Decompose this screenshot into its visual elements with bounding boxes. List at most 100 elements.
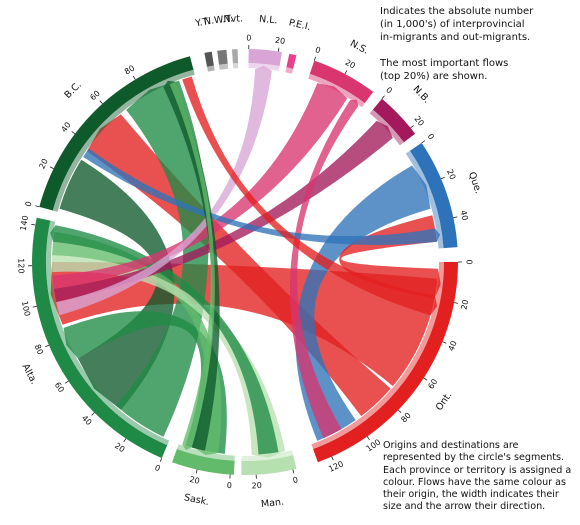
tick-mark-alta-7 — [31, 223, 36, 226]
flow-bc-to-sask — [163, 80, 220, 451]
tick-label-bc-4: 80 — [123, 64, 136, 77]
region-arc-yt — [204, 51, 214, 67]
tick-mark-que-0 — [421, 140, 426, 144]
tick-label-alta-5: 100 — [20, 300, 32, 317]
tick-label-nb-0: 0 — [384, 85, 394, 95]
region-band-nwt — [219, 63, 229, 70]
tick-mark-nb-1 — [410, 125, 414, 129]
region-label-que: Que. — [466, 171, 484, 196]
tick-label-bc-3: 60 — [88, 89, 102, 103]
tick-mark-alta-3 — [64, 380, 69, 384]
tick-label-nb-1: 20 — [412, 114, 425, 128]
tick-label-sask-0: 20 — [189, 475, 201, 486]
tick-mark-ont-2 — [442, 341, 447, 344]
region-band-yt — [207, 65, 215, 72]
region-band-ns — [308, 73, 365, 108]
tick-mark-sask-0 — [195, 469, 198, 474]
tick-label-sask-1: 0 — [227, 481, 233, 490]
tick-mark-alta-5 — [32, 305, 37, 308]
region-label-alta: Alta. — [20, 362, 40, 386]
region-label-man: Man. — [260, 497, 284, 511]
tick-mark-que-2 — [453, 216, 458, 219]
flow-nb-to-alta — [53, 120, 393, 303]
region-band-nvt — [232, 63, 239, 69]
region-band-pei — [285, 67, 294, 74]
tick-label-que-2: 40 — [459, 209, 470, 221]
tick-mark-ns-0 — [313, 56, 316, 61]
arcs-layer — [27, 44, 462, 479]
tick-mark-bc-4 — [132, 75, 136, 80]
tick-label-man-0: 20 — [251, 481, 262, 491]
tick-label-nl-1: 20 — [274, 36, 285, 46]
tick-mark-que-1 — [440, 176, 445, 180]
legend-note-top: Indicates the absolute number (in 1,000'… — [380, 5, 575, 83]
tick-mark-bc-0 — [35, 205, 40, 208]
flows-layer — [50, 65, 441, 458]
tick-label-alta-3: 60 — [53, 381, 66, 394]
region-arc-nwt — [217, 49, 228, 65]
flow-alta-to-ont — [50, 262, 438, 387]
tick-mark-bc-3 — [99, 100, 103, 104]
note-top-line-3: in-migrants and out-migrants. — [380, 32, 531, 43]
note-top-line-2: (in 1,000's) of interprovincial — [380, 19, 525, 30]
legend-note-bottom: Origins and destinations are represented… — [383, 440, 572, 513]
region-arc-pei — [286, 53, 297, 69]
tick-label-alta-0: 0 — [153, 463, 161, 473]
tick-label-ont-2: 40 — [447, 339, 459, 352]
flow-alta-to-man — [50, 225, 279, 455]
region-arc-nvt — [232, 49, 239, 64]
flow-bc-to-alta — [59, 159, 175, 410]
tick-label-bc-2: 40 — [59, 120, 72, 134]
region-label-ns: N.S. — [348, 38, 370, 57]
tick-label-bc-1: 20 — [37, 157, 50, 170]
region-label-nwt: N.W.T. — [203, 13, 233, 27]
region-label-sask: Sask. — [183, 492, 210, 508]
tick-mark-ont-4 — [397, 409, 402, 413]
region-arc-ont — [313, 262, 458, 463]
tick-label-alta-4: 80 — [33, 343, 45, 356]
region-arc-bc — [39, 56, 194, 211]
region-band-alta — [45, 220, 170, 446]
tick-label-ont-1: 20 — [460, 299, 471, 311]
region-arc-man — [241, 455, 297, 476]
flow-nl-to-alta — [56, 65, 272, 316]
tick-mark-alta-4 — [45, 344, 50, 348]
flow-ns-to-alta — [52, 83, 348, 289]
region-band-que — [405, 150, 444, 249]
tick-label-que-1: 20 — [445, 168, 457, 181]
region-label-bc: B.C. — [63, 80, 84, 101]
region-label-pei: P.E.I. — [288, 17, 312, 33]
flow-ont-to-bc — [182, 76, 437, 316]
tick-mark-alta-0 — [159, 457, 163, 462]
tick-mark-ns-1 — [344, 70, 348, 75]
tick-label-alta-7: 140 — [19, 215, 31, 232]
region-arc-nb — [372, 98, 416, 143]
region-band-nl — [248, 63, 280, 71]
note-top-line-1: Indicates the absolute number — [380, 6, 534, 17]
region-band-man — [241, 450, 294, 462]
tick-label-ont-5: 100 — [365, 437, 383, 453]
region-arc-nl — [248, 49, 282, 66]
flow-que-to-ont — [295, 165, 431, 441]
region-arc-que — [410, 142, 458, 249]
region-arc-alta — [32, 217, 168, 459]
region-label-nl: N.L. — [259, 14, 278, 27]
tick-label-alta-2: 40 — [80, 414, 94, 428]
tick-mark-bc-1 — [49, 166, 54, 169]
tick-label-ont-4: 80 — [399, 411, 413, 425]
tick-mark-ont-6 — [331, 456, 334, 461]
tick-label-ns-0: 0 — [314, 45, 322, 55]
tick-mark-man-1 — [292, 469, 295, 474]
tick-mark-alta-2 — [91, 412, 95, 416]
tick-label-que-0: 0 — [426, 132, 436, 141]
note-top-line-4: The most important flows — [380, 58, 509, 69]
tick-label-ont-6: 120 — [327, 459, 345, 473]
region-label-yt: Y.T. — [194, 16, 211, 30]
region-label-ont: Ont. — [434, 390, 455, 413]
tick-mark-ont-3 — [423, 377, 428, 381]
tick-mark-bc-2 — [71, 131, 76, 135]
flow-alta-to-bc — [115, 80, 209, 437]
tick-label-ont-0: 0 — [465, 259, 474, 264]
